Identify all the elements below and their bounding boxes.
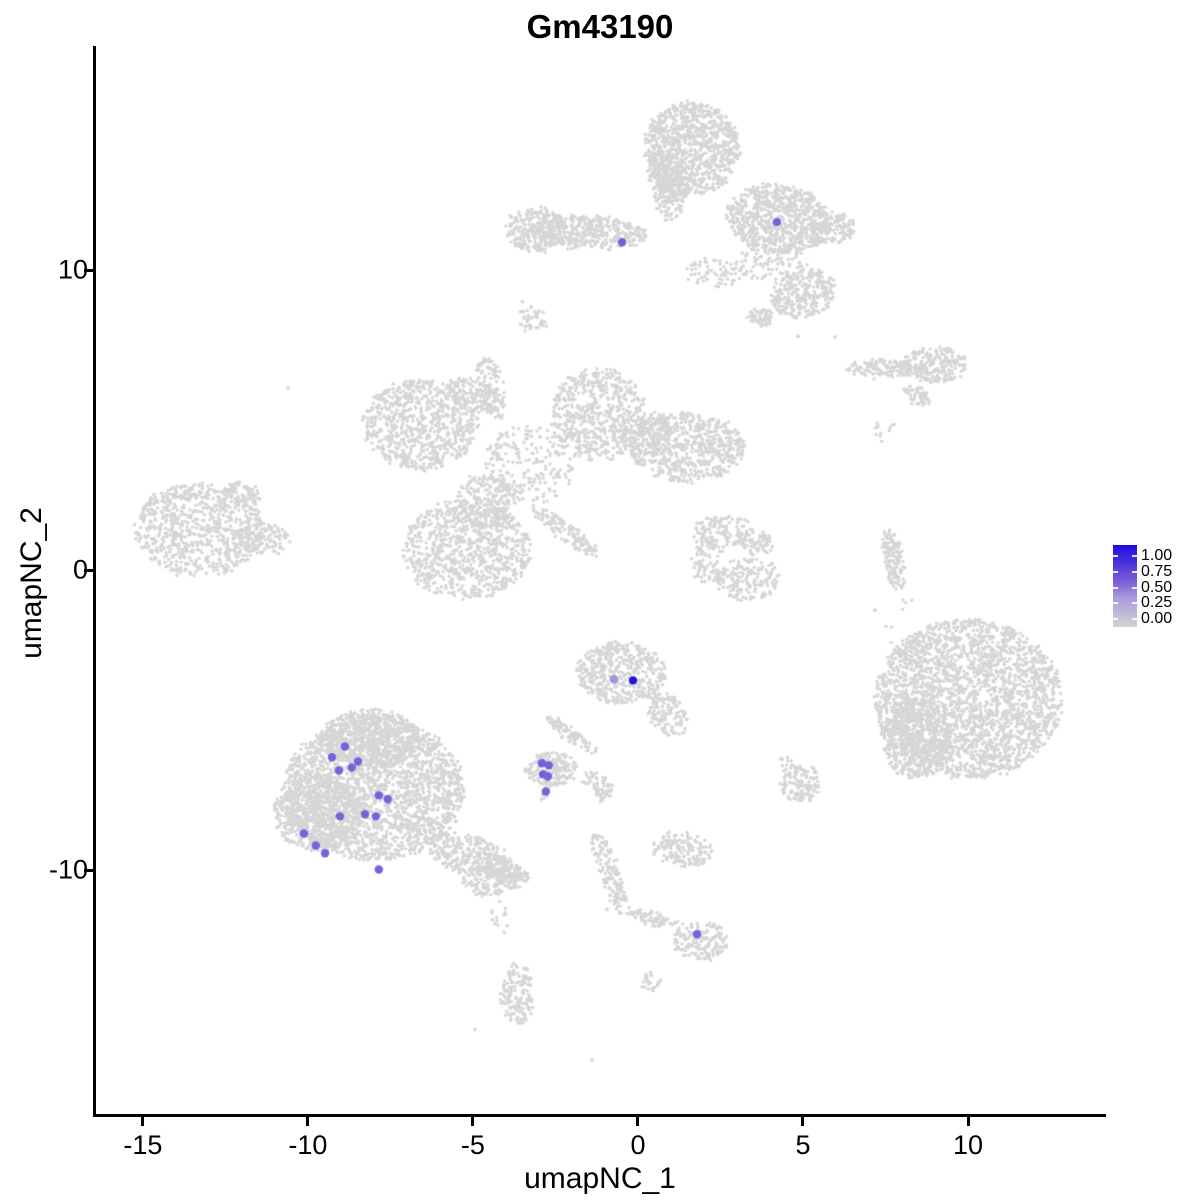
legend-tick-notch bbox=[1113, 554, 1118, 557]
legend-tick-notch bbox=[1113, 601, 1118, 604]
page-title: Gm43190 bbox=[526, 8, 674, 45]
x-tick-mark bbox=[306, 1117, 310, 1126]
legend-tick-label: 0.50 bbox=[1141, 578, 1173, 596]
x-tick-mark bbox=[141, 1117, 145, 1126]
y-axis-line bbox=[93, 46, 96, 1117]
x-axis-title: umapNC_1 bbox=[524, 1162, 676, 1195]
legend-tick-notch bbox=[1113, 570, 1118, 573]
y-tick-mark bbox=[84, 868, 93, 872]
legend-tick-notch bbox=[1132, 586, 1137, 589]
x-tick-label: 0 bbox=[630, 1130, 646, 1160]
legend-tick-label: 1.00 bbox=[1141, 546, 1173, 564]
y-axis-title: umapNC_2 bbox=[15, 507, 48, 659]
legend-tick-label: 0.00 bbox=[1141, 609, 1173, 627]
legend-tick-label: 0.25 bbox=[1141, 593, 1173, 611]
y-tick-mark bbox=[84, 568, 93, 572]
y-tick-mark bbox=[84, 268, 93, 272]
x-tick-mark bbox=[636, 1117, 640, 1126]
y-tick-label: -10 bbox=[48, 854, 88, 885]
x-tick-mark bbox=[801, 1117, 805, 1126]
x-tick-label: 10 bbox=[952, 1130, 984, 1160]
x-tick-mark bbox=[966, 1117, 970, 1126]
x-axis-line bbox=[93, 1114, 1106, 1117]
x-tick-label: -10 bbox=[288, 1130, 328, 1160]
x-tick-label: 5 bbox=[795, 1130, 811, 1160]
legend-tick-notch bbox=[1132, 601, 1137, 604]
legend-tick-notch bbox=[1132, 617, 1137, 620]
legend-tick-label: 0.75 bbox=[1141, 562, 1173, 580]
y-tick-label: 10 bbox=[57, 254, 88, 285]
y-tick-label: 0 bbox=[72, 554, 88, 585]
legend-tick-notch bbox=[1132, 554, 1137, 557]
colorbar-gradient bbox=[1113, 545, 1137, 627]
legend-tick-notch bbox=[1132, 570, 1137, 573]
x-tick-label: -5 bbox=[460, 1130, 485, 1160]
legend-tick-notch bbox=[1113, 586, 1118, 589]
legend-tick-notch bbox=[1113, 617, 1118, 620]
x-tick-mark bbox=[471, 1117, 475, 1126]
x-tick-label: -15 bbox=[123, 1130, 163, 1160]
